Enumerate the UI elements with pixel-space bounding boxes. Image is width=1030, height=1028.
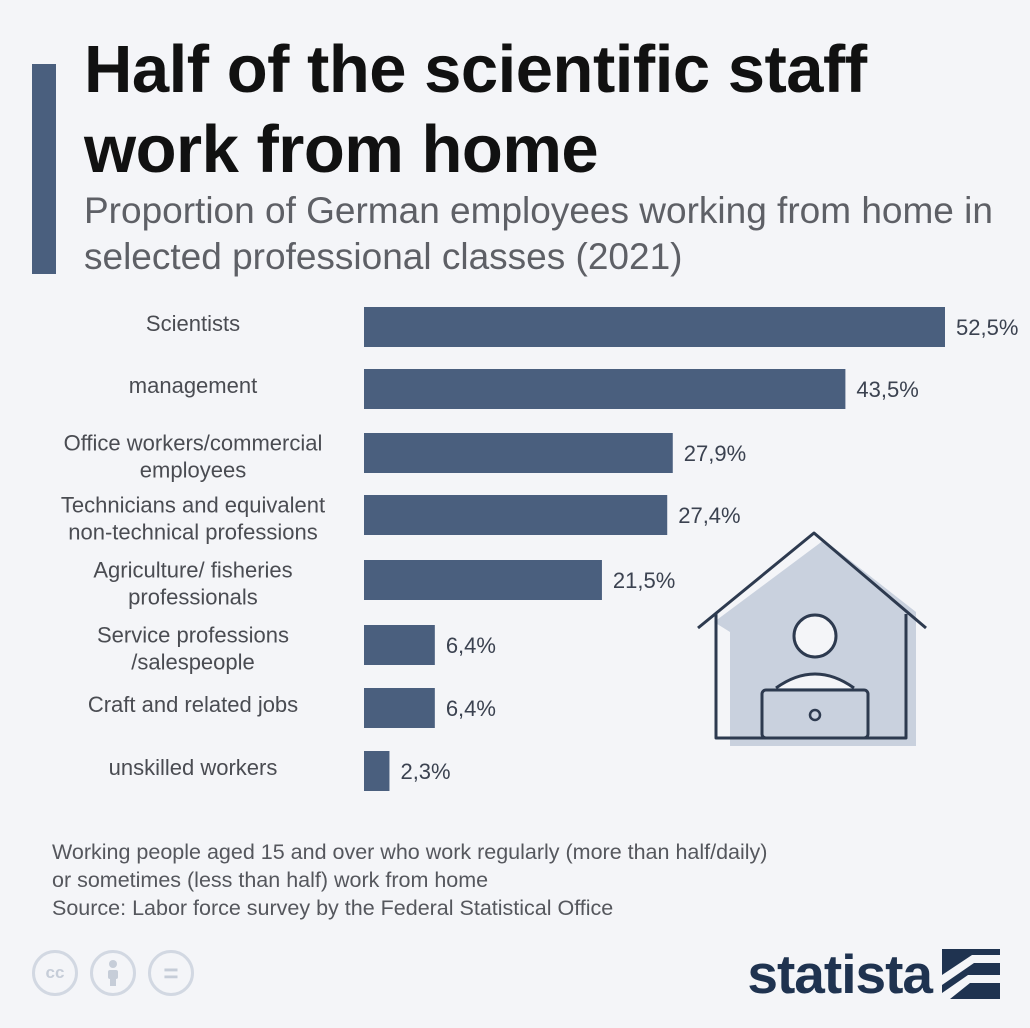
bar — [364, 369, 846, 409]
bar — [364, 625, 435, 665]
chart-subtitle: Proportion of German employees working f… — [84, 190, 993, 277]
category-label: Office workers/commercial employees — [64, 431, 323, 483]
category-label: Technicians and equivalent non-technical … — [61, 493, 325, 545]
value-label: 27,4% — [678, 503, 740, 528]
value-label: 6,4% — [446, 696, 496, 721]
bar — [364, 433, 673, 473]
bar — [364, 560, 602, 600]
license-icons: cc = — [32, 950, 194, 1002]
attribution-icon[interactable] — [90, 950, 136, 996]
cc-icon[interactable]: cc — [32, 950, 78, 996]
bar-chart: 52,5% Scientists 43,5% management 27,9% Offic… — [61, 307, 1018, 791]
category-label: Scientists — [146, 311, 240, 336]
value-label: 6,4% — [446, 633, 496, 658]
category-label: management — [129, 373, 257, 398]
bar — [364, 495, 668, 535]
category-label: Agriculture/ fisheries professionals — [93, 558, 292, 610]
value-label: 27,9% — [684, 441, 746, 466]
home-office-icon — [697, 531, 927, 746]
value-label: 2,3% — [400, 759, 450, 784]
bars-group: 52,5% Scientists 43,5% management 27,9% Offic… — [61, 307, 1018, 791]
chart-title: Half of the scientific staff work from h… — [84, 32, 867, 187]
statista-mark-icon — [942, 949, 1000, 999]
bar — [364, 688, 435, 728]
category-label: Service professions/salespeople — [97, 623, 289, 675]
category-label: Craft and related jobs — [88, 692, 298, 717]
footnote-line-1: Working people aged 15 and over who work… — [52, 840, 768, 864]
value-label: 43,5% — [856, 377, 918, 402]
bar — [364, 307, 945, 347]
value-label: 21,5% — [613, 568, 675, 593]
footnote-line-2: or sometimes (less than half) work from … — [52, 868, 489, 892]
source-note: Source: Labor force survey by the Federa… — [52, 896, 614, 920]
category-label: unskilled workers — [109, 755, 278, 780]
value-label: 52,5% — [956, 315, 1018, 340]
title-accent-bar — [32, 64, 56, 274]
bar — [364, 751, 390, 791]
no-derivatives-icon[interactable]: = — [148, 950, 194, 996]
brand-wordmark: statista — [747, 943, 933, 1005]
chart-footer: Working people aged 15 and over who work… — [52, 838, 982, 922]
statista-logo[interactable]: statista — [747, 942, 1000, 1006]
